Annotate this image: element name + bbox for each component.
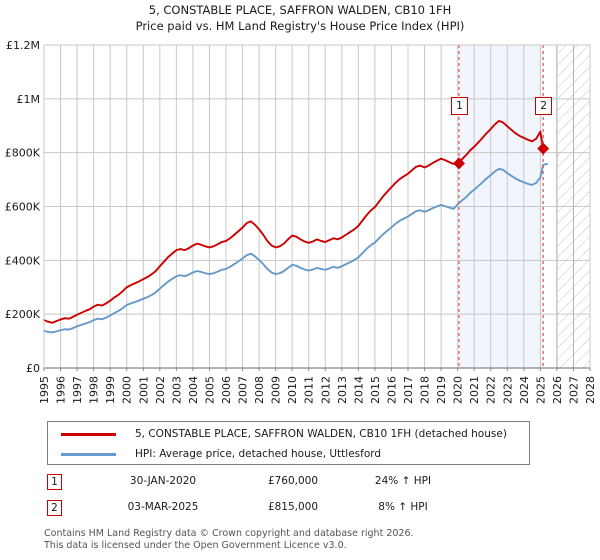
- x-axis-tick-label: 2009: [270, 376, 283, 404]
- transactions-table: 1 30-JAN-2020 £760,000 24% ↑ HPI 2 03-MA…: [44, 472, 544, 524]
- transaction-date: 30-JAN-2020: [129, 475, 197, 487]
- x-axis-tick-label: 2007: [237, 376, 250, 404]
- legend-swatch-price-paid: [61, 433, 116, 436]
- x-axis-tick-label: 2013: [336, 376, 349, 404]
- chart-marker-label-1: 1: [450, 97, 468, 115]
- transaction-point-markers: [452, 142, 550, 170]
- x-axis-tick-label: 1998: [88, 376, 101, 404]
- x-axis-tick-label: 1995: [38, 376, 51, 404]
- x-axis-ticks: 1995 1996 1997 1998 1999 2000 2001 2002 2003 2004…: [38, 368, 597, 404]
- transaction-hpi-delta: 24% ↑ HPI: [374, 475, 432, 487]
- x-axis-tick-label: 1996: [55, 376, 68, 404]
- x-axis-tick-label: 2018: [419, 376, 432, 404]
- x-axis-tick-label: 2011: [303, 376, 316, 404]
- footer-line-1: Contains HM Land Registry data © Crown c…: [44, 528, 414, 539]
- y-axis-tick-label: £400K: [5, 254, 41, 267]
- x-axis-tick-label: 2010: [286, 376, 299, 404]
- legend-label-price-paid: 5, CONSTABLE PLACE, SAFFRON WALDEN, CB10…: [135, 428, 507, 440]
- legend-label-hpi: HPI: Average price, detached house, Uttl…: [135, 448, 382, 460]
- transaction-date: 03-MAR-2025: [127, 501, 199, 513]
- x-axis-tick-label: 2001: [137, 376, 150, 404]
- chart-title-line-1: 5, CONSTABLE PLACE, SAFFRON WALDEN, CB10…: [148, 3, 452, 17]
- x-axis-tick-label: 2014: [352, 376, 365, 404]
- x-axis-tick-label: 2023: [501, 376, 514, 404]
- y-axis-tick-label: £0: [26, 362, 40, 375]
- y-axis-tick-label: £600K: [5, 201, 41, 214]
- x-axis-tick-label: 2016: [385, 376, 398, 404]
- x-axis-tick-label: 2000: [121, 376, 134, 404]
- table-row: 2 03-MAR-2025 £815,000 8% ↑ HPI: [44, 498, 544, 524]
- chart-legend: 5, CONSTABLE PLACE, SAFFRON WALDEN, CB10…: [47, 421, 530, 465]
- y-axis-tick-label: £1.2M: [6, 39, 40, 52]
- x-axis-tick-label: 2008: [253, 376, 266, 404]
- x-axis-tick-label: 2006: [220, 376, 233, 404]
- legend-item-hpi: HPI: Average price, detached house, Uttl…: [48, 443, 529, 465]
- x-axis-tick-label: 2028: [584, 376, 597, 404]
- x-axis-tick-label: 2022: [485, 376, 498, 404]
- x-axis-tick-label: 2021: [468, 376, 481, 404]
- transaction-price: £815,000: [267, 501, 319, 513]
- x-axis-tick-label: 2027: [567, 376, 580, 404]
- attribution-footer: Contains HM Land Registry data © Crown c…: [44, 528, 584, 551]
- x-axis-tick-label: 2015: [369, 376, 382, 404]
- footer-line-2: This data is licensed under the Open Gov…: [44, 539, 347, 551]
- x-axis-tick-label: 2012: [319, 376, 332, 404]
- legend-item-price-paid: 5, CONSTABLE PLACE, SAFFRON WALDEN, CB10…: [48, 423, 529, 445]
- x-axis-tick-label: 2024: [518, 376, 531, 404]
- x-axis-tick-label: 2020: [452, 376, 465, 404]
- table-row: 1 30-JAN-2020 £760,000 24% ↑ HPI: [44, 472, 544, 498]
- series-lines: [43, 119, 548, 334]
- y-axis-tick-label: £1M: [17, 93, 41, 106]
- x-axis-tick-label: 1997: [71, 376, 84, 404]
- chart-title: 5, CONSTABLE PLACE, SAFFRON WALDEN, CB10…: [0, 2, 600, 34]
- transaction-hpi-delta: 8% ↑ HPI: [378, 501, 428, 513]
- chart-title-line-2: Price paid vs. HM Land Registry's House …: [135, 19, 465, 33]
- y-axis-tick-label: £800K: [5, 147, 41, 160]
- plot-frame: [43, 44, 591, 369]
- hatched-future-region: [556, 44, 591, 369]
- transaction-index-badge: 2: [47, 500, 62, 516]
- y-axis-tick-label: £200K: [5, 308, 41, 321]
- legend-swatch-hpi: [61, 453, 116, 456]
- x-axis-tick-label: 2003: [170, 376, 183, 404]
- x-axis-tick-label: 2026: [551, 376, 564, 404]
- x-axis-tick-label: 2025: [534, 376, 547, 404]
- transaction-index-badge: 1: [47, 474, 62, 490]
- y-axis-ticks: £0 £200K £400K £600K £800K £1M £1.2M: [5, 39, 41, 375]
- x-axis-tick-label: 1999: [104, 376, 117, 404]
- chart-marker-label-2: 2: [535, 97, 553, 115]
- x-axis-tick-label: 2004: [187, 376, 200, 404]
- transaction-price: £760,000: [267, 475, 319, 487]
- x-axis-tick-label: 2019: [435, 376, 448, 404]
- x-axis-tick-label: 2017: [402, 376, 415, 404]
- x-axis-tick-label: 2005: [203, 376, 216, 404]
- x-axis-tick-label: 2002: [154, 376, 167, 404]
